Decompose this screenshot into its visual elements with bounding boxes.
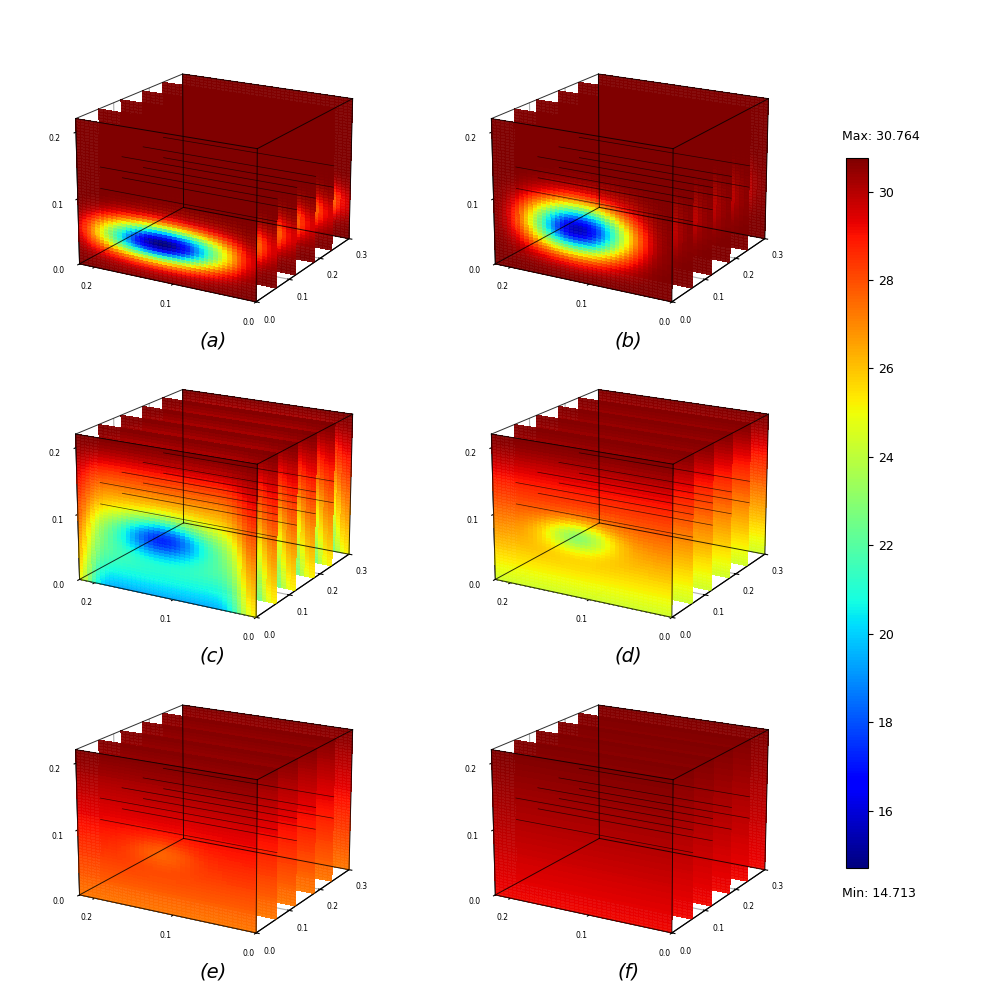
Text: (c): (c) [200,647,226,666]
Text: (d): (d) [615,647,643,666]
Text: (a): (a) [199,331,227,350]
Text: (f): (f) [618,962,640,981]
Text: Min: 14.713: Min: 14.713 [842,887,916,900]
Text: (e): (e) [199,962,227,981]
Text: (b): (b) [615,331,643,350]
Text: Max: 30.764: Max: 30.764 [842,130,920,143]
